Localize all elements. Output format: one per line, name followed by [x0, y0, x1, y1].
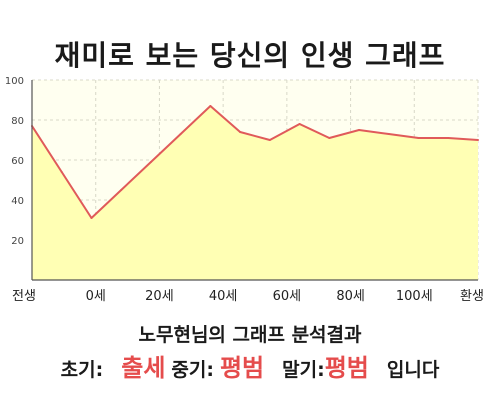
data-point — [417, 137, 420, 139]
x-tick-label: 0세 — [86, 289, 106, 304]
data-point — [209, 105, 212, 107]
x-tick-label: 80세 — [336, 289, 365, 304]
data-point — [298, 123, 301, 125]
data-point — [149, 161, 152, 163]
x-tick-label: 20세 — [145, 289, 174, 304]
late-label: 말기: — [282, 359, 325, 381]
ending-text: 입니다 — [386, 359, 440, 381]
late-value: 평범 — [324, 354, 369, 382]
data-point — [60, 171, 63, 173]
mid-label: 중기: — [171, 359, 214, 381]
data-point — [387, 133, 390, 135]
y-tick-label: 100 — [5, 76, 24, 87]
y-tick-label: 60 — [11, 156, 24, 167]
x-tick-label: 전생 — [12, 289, 36, 304]
data-point — [90, 217, 93, 219]
page-title: 재미로 보는 당신의 인생 그래프 — [54, 39, 446, 72]
x-tick-label: 환생 — [460, 289, 484, 304]
x-tick-label: 60세 — [273, 289, 302, 304]
area-fill — [32, 106, 478, 280]
y-tick-label: 20 — [11, 236, 24, 247]
mid-value: 평범 — [219, 354, 265, 382]
data-point — [447, 137, 450, 139]
early-value: 출세 — [121, 354, 166, 382]
early-label: 초기: — [60, 359, 104, 381]
data-point — [358, 129, 361, 131]
data-point — [268, 139, 271, 141]
result-verdict: 초기: 출세 중기: 평범 말기:평범 입니다 — [0, 348, 500, 383]
y-tick-label: 80 — [11, 116, 24, 127]
data-point — [328, 137, 331, 139]
data-point — [477, 139, 479, 141]
data-point — [239, 131, 242, 133]
life-line — [31, 105, 479, 219]
result-heading: 노무현님의 그래프 분석결과 — [138, 324, 362, 346]
x-tick-label: 100세 — [396, 289, 433, 304]
data-point — [120, 189, 123, 191]
y-tick-label: 40 — [11, 196, 24, 207]
x-tick-label: 40세 — [209, 289, 238, 304]
data-point — [179, 133, 182, 135]
